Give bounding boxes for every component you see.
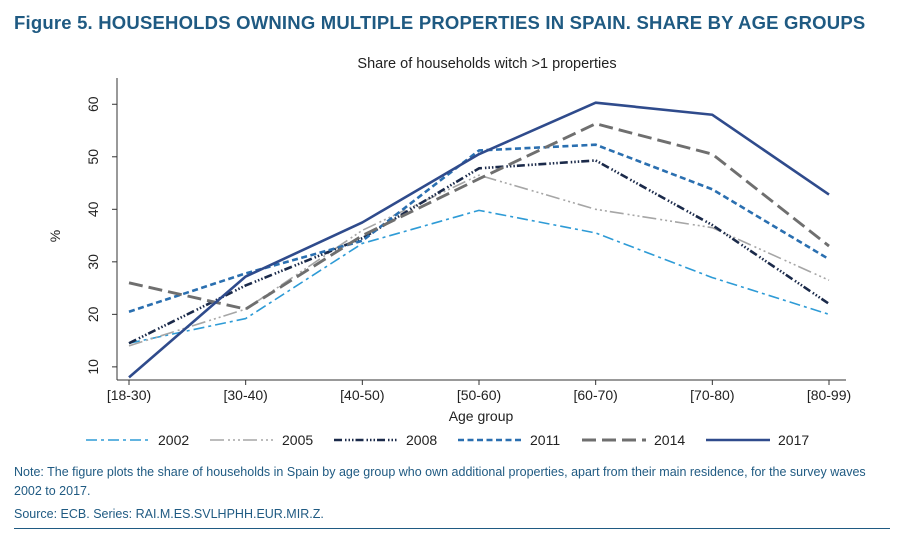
chart-subtitle: Share of households witch >1 properties xyxy=(357,56,616,72)
bottom-divider xyxy=(14,528,890,529)
series-line-2005 xyxy=(128,174,830,347)
y-tick-label: 60 xyxy=(85,96,101,112)
x-tick-label: [40-50) xyxy=(340,387,384,403)
y-tick-label: 20 xyxy=(85,306,101,322)
y-tick-label: 50 xyxy=(85,149,101,165)
x-tick-label: [80-99) xyxy=(807,387,851,403)
x-tick-label: [18-30) xyxy=(107,387,151,403)
legend: 2002 2005 2008 2011 2014 2017 xyxy=(86,432,809,448)
legend-label-2002: 2002 xyxy=(158,432,189,448)
series-line-2011 xyxy=(128,143,830,313)
x-tick-label: [60-70) xyxy=(573,387,617,403)
figure-title: Figure 5. HOUSEHOLDS OWNING MULTIPLE PRO… xyxy=(14,12,866,33)
x-axis-label: Age group xyxy=(449,408,514,424)
legend-label-2014: 2014 xyxy=(654,432,685,448)
y-ticks: 10 20 30 40 50 60 xyxy=(85,96,117,375)
series-line-2008 xyxy=(128,159,830,345)
figure-source: Source: ECB. Series: RAI.M.ES.SVLHPHH.EU… xyxy=(14,507,324,521)
y-axis-label: % xyxy=(47,230,63,242)
legend-label-2005: 2005 xyxy=(282,432,313,448)
line-chart: Share of households witch >1 properties … xyxy=(47,56,851,448)
y-tick-label: 10 xyxy=(85,359,101,375)
y-tick-label: 40 xyxy=(85,201,101,217)
legend-label-2011: 2011 xyxy=(530,432,560,448)
x-ticks: [18-30) [30-40) [40-50) [50-60) [60-70) [70-8… xyxy=(107,380,851,403)
x-tick-label: [30-40) xyxy=(223,387,267,403)
series-line-2002 xyxy=(128,209,830,345)
y-tick-label: 30 xyxy=(85,254,101,270)
figure-note: Note: The figure plots the share of hous… xyxy=(14,465,866,498)
series-line-2017 xyxy=(128,101,830,379)
series-line-2014 xyxy=(128,122,830,311)
legend-label-2017: 2017 xyxy=(778,432,809,448)
legend-label-2008: 2008 xyxy=(406,432,437,448)
series-lines xyxy=(128,101,830,379)
x-tick-label: [70-80) xyxy=(690,387,734,403)
x-tick-label: [50-60) xyxy=(457,387,501,403)
